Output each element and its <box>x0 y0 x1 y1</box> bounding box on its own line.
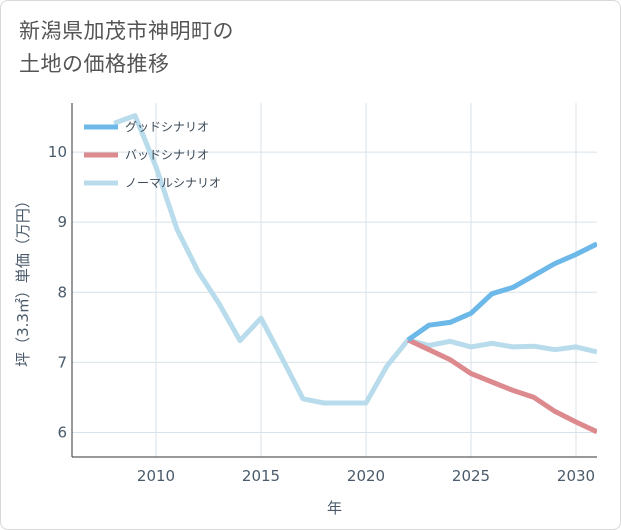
y-tick-label: 6 <box>57 423 67 441</box>
series-line-bad <box>406 337 597 435</box>
series-lines <box>113 113 597 435</box>
x-tick-label: 2030 <box>557 467 595 485</box>
x-tick-label: 2020 <box>347 467 385 485</box>
series-line-good <box>406 241 597 342</box>
chart-title-line2: 土地の価格推移 <box>19 52 170 76</box>
x-tick-label: 2025 <box>452 467 490 485</box>
chart-title-line1: 新潟県加茂市神明町の <box>19 19 234 43</box>
y-tick-label: 9 <box>57 213 67 231</box>
y-axis-title: 坪（3.3㎡）単価（万円） <box>14 193 32 367</box>
x-axis-title: 年 <box>327 499 342 517</box>
series-line-normal <box>113 113 597 406</box>
y-tick-label: 8 <box>57 283 67 301</box>
x-tick-label: 2010 <box>137 467 175 485</box>
x-tick-label: 2015 <box>242 467 280 485</box>
legend-label-bad[interactable]: バッドシナリオ <box>125 148 209 162</box>
y-tick-label: 10 <box>48 143 67 161</box>
legend-label-normal[interactable]: ノーマルシナリオ <box>125 176 221 190</box>
grid-lines <box>72 103 597 457</box>
y-tick-label: 7 <box>57 353 67 371</box>
chart-title: 新潟県加茂市神明町の 土地の価格推移 <box>19 15 419 81</box>
legend-label-good[interactable]: グッドシナリオ <box>125 120 209 134</box>
axes: 2010 2015 2020 2025 2030 6 7 8 9 10 年 坪（3.3㎡）単価（万円） <box>14 103 597 517</box>
